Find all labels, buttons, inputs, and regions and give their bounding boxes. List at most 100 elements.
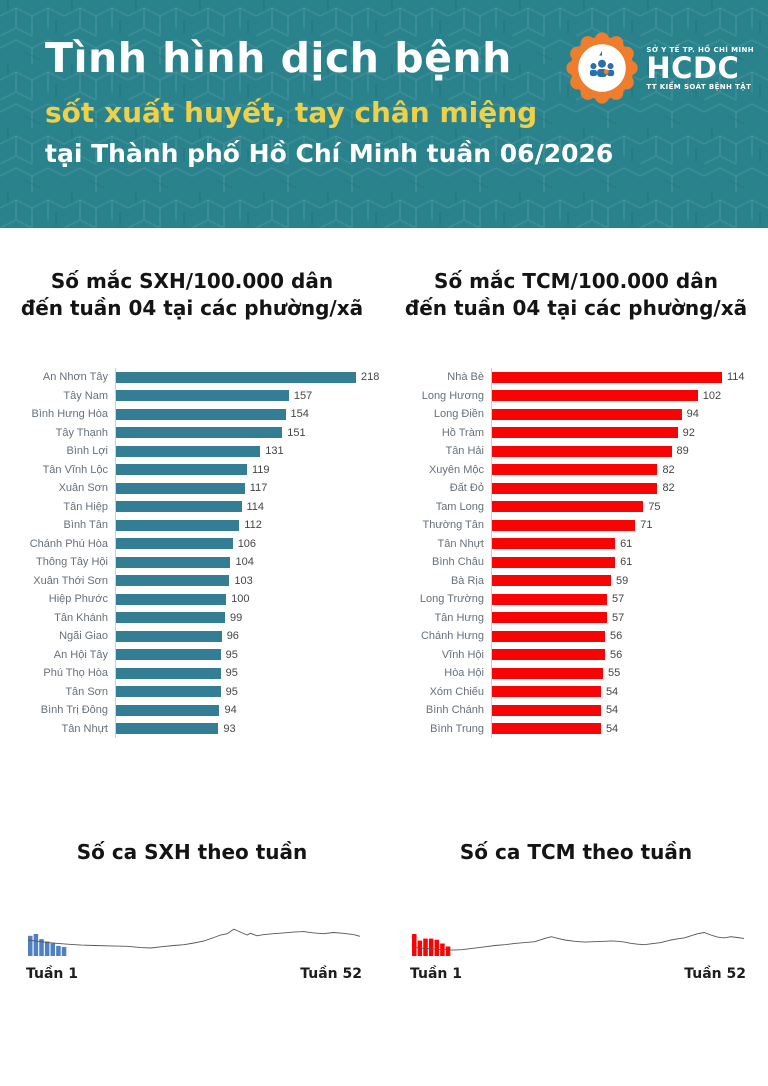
bar-row: An Hội Tây 95 [22,645,384,664]
sxh-chart-title: Số mắc SXH/100.000 dân đến tuần 04 tại c… [0,268,384,322]
sxh-weekly-section: Số ca SXH theo tuần Tuần 1 Tuần 52 [0,840,384,982]
hcdc-logo-text: SỞ Y TẾ TP. HỒ CHÍ MINH HCDC TT KIỂM SOÁ… [646,46,754,91]
bar-row: Xuân Sơn 117 [22,479,384,498]
value-label: 95 [225,685,238,698]
value-label: 56 [609,648,623,661]
bar-track: 114 [491,368,768,387]
bar-row: Tây Nam 157 [22,386,384,405]
value-label: 102 [702,389,722,402]
value-bar [116,593,227,605]
bar-row: Nhà Bè 114 [398,368,768,387]
sxh-week-start-label: Tuần 1 [26,966,79,982]
bar-track: 93 [115,719,384,738]
bar-track: 114 [115,497,384,516]
bar-charts-row: An Nhơn Tây 218 Tây Nam 157 Bình Hưng Hòa 154… [0,368,768,738]
bar-track: 54 [491,701,768,720]
value-label: 92 [682,426,695,439]
tcm-weekly-title: Số ca TCM theo tuần [459,840,693,864]
category-label: Phú Thọ Hòa [43,667,108,680]
bar-track: 99 [115,608,384,627]
value-label: 154 [290,408,309,421]
page-title: Tình hình dịch bệnh [45,34,512,82]
category-label: Tân Nhựt [437,537,485,550]
category-label: Long Trường [419,593,484,606]
value-bar [116,445,261,457]
bar-row: Bình Chánh 54 [398,701,768,720]
chart-titles-row: Số mắc SXH/100.000 dân đến tuần 04 tại c… [0,268,768,322]
sxh-weekly-axis: Tuần 1 Tuần 52 [26,966,362,982]
category-label: An Hội Tây [53,648,108,661]
value-bar [492,704,601,716]
value-bar [492,464,658,476]
header-text-block: Tình hình dịch bệnh sốt xuất huyết, tay … [45,34,613,168]
value-bar [116,538,233,550]
bar-row: Hòa Hội 55 [398,664,768,683]
value-label: 103 [234,574,253,587]
bar-row: Tân Nhựt 61 [398,534,768,553]
bar-row: Tân Hưng 57 [398,608,768,627]
value-bar [492,575,612,587]
tcm-weekly-axis: Tuần 1 Tuần 52 [410,966,746,982]
value-bar [492,686,601,698]
value-label: 112 [244,519,262,532]
value-bar [116,390,289,402]
category-label: Bình Chánh [425,704,484,717]
value-bar [492,390,698,402]
bar-track: 95 [115,682,384,701]
bar-row: Tam Long 75 [398,497,768,516]
value-label: 82 [662,463,675,476]
value-bar [116,704,220,716]
category-label: Nhà Bè [447,371,484,384]
bar-track: 103 [115,571,384,590]
bar-track: 56 [491,645,768,664]
value-bar [492,538,616,550]
bar-track: 94 [491,405,768,424]
value-bar [492,612,607,624]
value-bar [116,427,283,439]
category-label: Tam Long [435,500,484,513]
category-label: Bình Trị Đông [40,704,108,717]
value-label: 54 [605,685,619,698]
value-label: 218 [361,371,380,384]
category-label: Bình Trung [430,722,484,735]
bar-row: Bình Hưng Hòa 154 [22,405,384,424]
value-bar [116,556,231,568]
value-label: 82 [662,482,675,495]
tcm-chart-title-line2: đến tuần 04 tại các phường/xã [404,296,748,320]
sxh-week-end-label: Tuần 52 [300,966,362,982]
value-label: 104 [235,556,254,569]
category-label: Tân Nhựt [61,722,109,735]
value-bar [116,686,221,698]
tcm-weekly-chart [410,894,746,964]
category-label: Hồ Tràm [441,426,484,439]
category-label: Ngãi Giao [59,630,108,643]
weekly-trend-svg [27,928,361,956]
category-label: Xuân Thới Sơn [33,574,108,587]
bar-row: Xóm Chiếu 54 [398,682,768,701]
value-bar [492,593,607,605]
weekly-charts-row: Số ca SXH theo tuần Tuần 1 Tuần 52 Số ca… [0,840,768,982]
value-bar [492,649,605,661]
category-label: Long Điền [433,408,484,421]
bar-row: Long Trường 57 [398,590,768,609]
bar-track: 102 [491,386,768,405]
category-label: Xuân Sơn [58,482,108,495]
value-label: 151 [287,426,306,439]
value-label: 114 [246,500,265,513]
value-label: 54 [605,722,619,735]
value-label: 157 [293,389,313,402]
category-label: Xuyên Mộc [428,463,484,476]
value-label: 57 [612,611,625,624]
value-bar [116,482,245,494]
value-label: 95 [225,648,238,661]
value-label: 61 [620,537,633,550]
value-label: 114 [727,371,745,384]
bar-row: Bình Lợi 131 [22,442,384,461]
value-label: 99 [229,611,243,624]
bar-track: 55 [491,664,768,683]
logo-org-line2: TT KIỂM SOÁT BỆNH TẬT [646,82,752,91]
bar-track: 100 [115,590,384,609]
bar-track: 71 [491,516,768,535]
value-bar [492,556,616,568]
